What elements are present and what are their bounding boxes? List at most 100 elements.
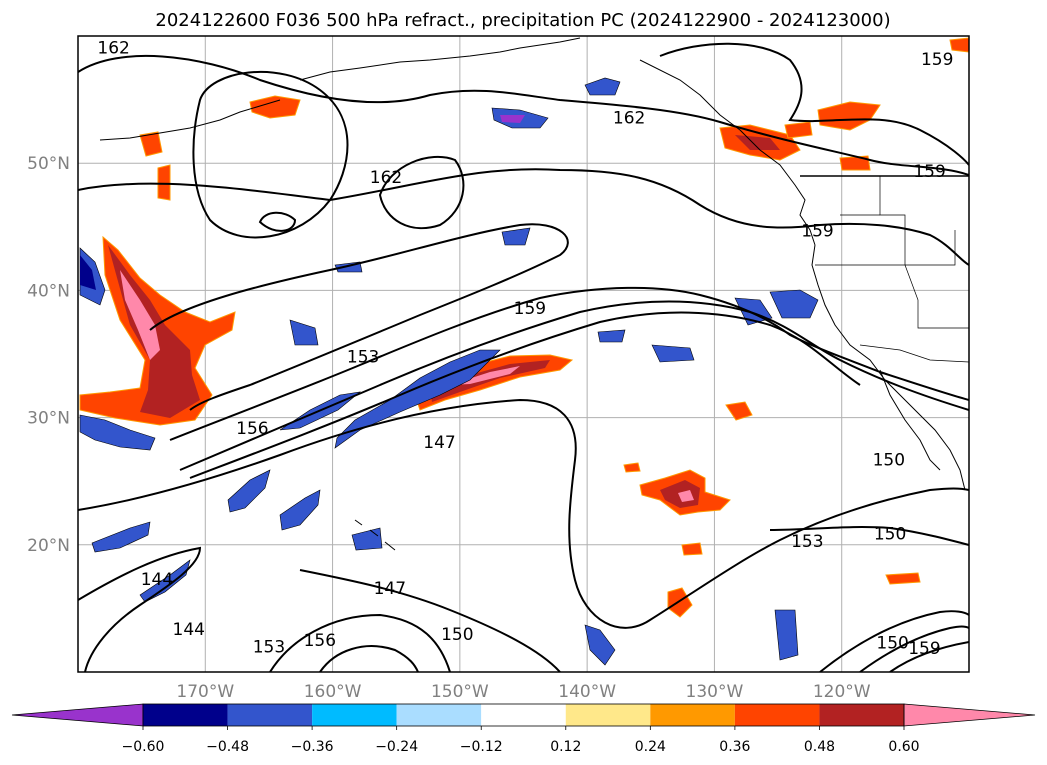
contour-label: 150 xyxy=(876,634,908,654)
contour-159-mid xyxy=(78,168,969,266)
lat-tick-label: 30°N xyxy=(27,409,70,429)
colorbar-tick-label: −0.24 xyxy=(375,739,418,755)
shade-plume-max xyxy=(120,270,160,360)
shade-sw-blue-6 xyxy=(584,624,616,666)
colorbar-swatch xyxy=(481,704,566,726)
lat-tick-label: 40°N xyxy=(27,281,70,301)
contour-label: 147 xyxy=(423,433,455,453)
contour-label: 162 xyxy=(97,38,129,58)
lon-ticks: 170°W 160°W 150°W 140°W 130°W 120°W xyxy=(176,682,870,702)
contour-east-south xyxy=(769,526,969,546)
us-state-lines-1 xyxy=(879,176,956,266)
colorbar-tick-label: −0.60 xyxy=(122,739,165,755)
lon-tick-label: 160°W xyxy=(304,682,362,702)
hawaii xyxy=(354,519,396,551)
shade-ne-3 xyxy=(784,121,813,139)
shade-blob-south xyxy=(667,587,693,618)
shade-central-pink xyxy=(678,490,694,502)
shade-jet-red-core xyxy=(430,360,550,402)
colorbar-tick-label: 0.36 xyxy=(719,739,750,755)
colorbar-swatch xyxy=(819,704,904,726)
shade-sw-blue-7 xyxy=(774,609,799,661)
colorbar-swatch xyxy=(312,704,397,726)
contour-label: 153 xyxy=(347,348,379,368)
contour-se-1 xyxy=(819,610,969,672)
colorbar-tick-label: 0.60 xyxy=(888,739,919,755)
shade-blue-left xyxy=(79,414,156,451)
lon-tick-label: 120°W xyxy=(813,682,871,702)
lon-tick-label: 170°W xyxy=(176,682,234,702)
colorbar: −0.60 −0.48 −0.36 −0.24 −0.12 0.12 0.24 0.36 0.4… xyxy=(11,703,1036,755)
lat-ticks: 20°N 30°N 40°N 50°N xyxy=(27,154,70,556)
contour-label: 144 xyxy=(141,570,173,590)
colorbar-swatch xyxy=(227,704,313,726)
contour-label: 150 xyxy=(441,625,473,645)
contour-162-north xyxy=(78,54,969,176)
shade-blob-small-4 xyxy=(885,572,921,585)
colorbar-extend-max xyxy=(903,703,1036,727)
contour-label: 156 xyxy=(236,419,268,439)
colorbar-extend-min xyxy=(11,703,144,727)
contour-label: 162 xyxy=(370,168,402,188)
contour-label: 159 xyxy=(921,50,953,70)
contour-label: 159 xyxy=(801,222,833,242)
shade-blue-nc-2 xyxy=(500,115,525,123)
shade-nw-2 xyxy=(139,131,163,157)
shade-nw-3 xyxy=(157,164,171,201)
contour-label: 150 xyxy=(874,524,906,544)
contour-small-ring xyxy=(258,211,297,232)
contour-162-center xyxy=(378,155,465,230)
colorbar-tick-label: −0.36 xyxy=(291,739,334,755)
us-mexico-border xyxy=(859,344,969,363)
colorbar-swatch xyxy=(650,704,735,726)
colorbar-swatch xyxy=(396,704,482,726)
shade-east-blue-3 xyxy=(651,344,695,363)
shade-east-blue-5 xyxy=(501,227,531,246)
colorbar-tick-label: 0.24 xyxy=(635,739,666,755)
chart-title: 2024122600 F036 500 hPa refract., precip… xyxy=(155,10,890,31)
contour-label: 156 xyxy=(304,631,336,651)
shade-jet-blue xyxy=(334,349,501,449)
contour-label: 159 xyxy=(913,162,945,182)
lat-tick-label: 20°N xyxy=(27,536,70,556)
shade-sw-blue-1 xyxy=(227,469,271,513)
colorbar-tick-label: 0.48 xyxy=(804,739,835,755)
contour-label: 162 xyxy=(613,108,645,128)
shade-blob-small-3 xyxy=(681,542,703,556)
map-frame xyxy=(77,35,970,673)
colorbar-swatch xyxy=(734,704,820,726)
shade-sw-blue-3 xyxy=(279,489,321,531)
contour-147-loop xyxy=(78,398,969,629)
shade-blob-small-1 xyxy=(725,401,753,421)
contour-153 xyxy=(179,300,969,471)
colorbar-tick-label: −0.48 xyxy=(206,739,249,755)
contour-label: 150 xyxy=(873,451,905,471)
us-state-lines-2 xyxy=(815,214,969,329)
shade-blue-nc-3 xyxy=(584,77,621,96)
contour-se-2 xyxy=(859,625,969,672)
contour-144 xyxy=(78,546,202,672)
contour-label: 147 xyxy=(374,579,406,599)
shade-east-blue-4 xyxy=(597,329,626,343)
shade-ne-coast-core xyxy=(735,135,780,150)
refractivity-contours xyxy=(78,42,969,672)
contour-159-east xyxy=(659,42,969,166)
contour-156-south xyxy=(319,645,419,672)
alaska-coast xyxy=(299,37,581,81)
contour-label: 159 xyxy=(514,299,546,319)
lon-tick-label: 140°W xyxy=(558,682,616,702)
shade-nw-1 xyxy=(249,95,301,119)
contour-labels: 162 162 162 159 159 159 159 153 156 147 150 150 153 1… xyxy=(97,38,953,658)
contour-label: 153 xyxy=(253,638,285,658)
lon-tick-label: 130°W xyxy=(686,682,744,702)
contour-156 xyxy=(169,286,969,441)
shade-west-edge-2 xyxy=(80,255,96,290)
contour-label: 144 xyxy=(173,620,205,640)
baja xyxy=(879,369,941,471)
colorbar-swatch xyxy=(143,704,228,726)
contour-150-south xyxy=(299,569,561,672)
contour-153-south xyxy=(269,613,451,672)
contour-se-3 xyxy=(889,641,969,672)
contour-label: 159 xyxy=(908,639,940,659)
